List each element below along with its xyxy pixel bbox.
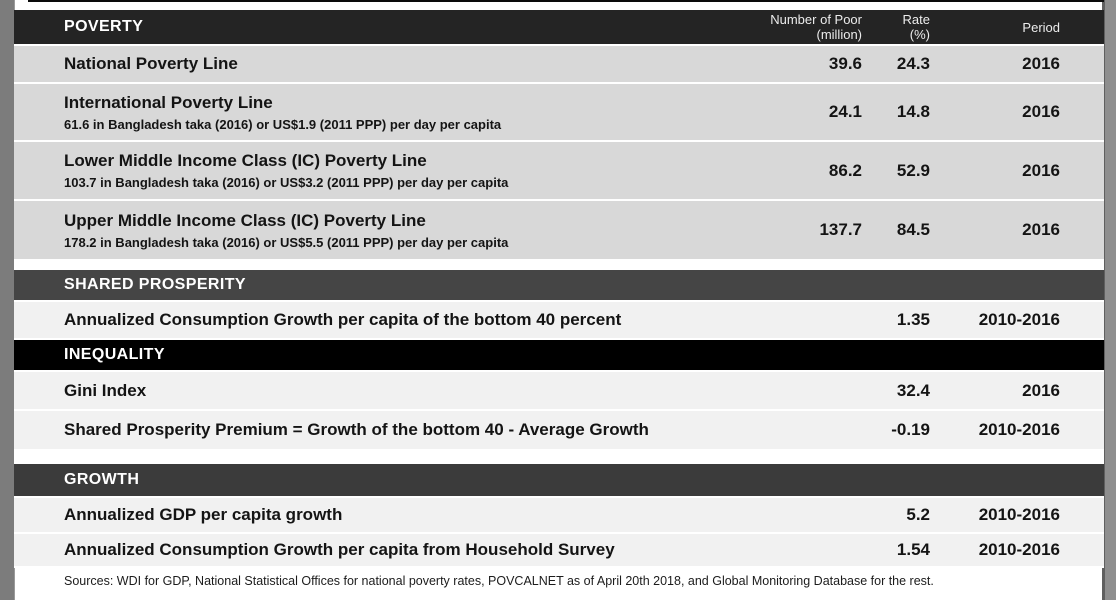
section-header-poverty: POVERTY Number of Poor (million) Rate (%… [14,10,1104,46]
row-label-cell: Lower Middle Income Class (IC) Poverty L… [14,151,732,190]
rate-value: 14.8 [896,102,930,121]
row-label: Shared Prosperity Premium = Growth of th… [64,420,649,439]
row-label-cell: National Poverty Line [14,54,732,74]
table-row-gini-index: Gini Index 32.4 2016 [14,372,1104,411]
rate-value: 84.5 [896,220,930,239]
row-label-cell: Annualized Consumption Growth per capita… [14,310,732,330]
poverty-statistics-table: POVERTY Number of Poor (million) Rate (%… [14,0,1104,588]
row-sublabel: 61.6 in Bangladesh taka (2016) or US$1.9… [64,116,502,132]
row-label: Annualized Consumption Growth per capita… [64,540,615,559]
table-row-shared-prosperity-premium: Shared Prosperity Premium = Growth of th… [14,411,1104,451]
row-label-cell: Annualized Consumption Growth per capita… [14,540,732,560]
section-header-inequality: INEQUALITY [14,340,1104,372]
row-label-cell: International Poverty Line 61.6 in Bangl… [14,93,732,132]
row-label: National Poverty Line [64,54,238,73]
section-gap [14,451,1104,464]
rate-value: 32.4 [896,380,930,400]
table-row-international-poverty-line: International Poverty Line 61.6 in Bangl… [14,84,1104,142]
table-row-lower-middle-ic-poverty-line: Lower Middle Income Class (IC) Poverty L… [14,142,1104,201]
period-value: 2016 [1022,220,1060,239]
row-label: Lower Middle Income Class (IC) Poverty L… [64,151,427,170]
section-title: GROWTH [64,471,140,488]
rate-value: 5.2 [906,505,930,524]
row-label: International Poverty Line [64,92,273,112]
period-value: 2010-2016 [978,540,1060,559]
page-gutter-right [1102,0,1116,600]
period-value: 2010-2016 [978,420,1060,439]
top-rule [28,0,1104,2]
table-row-household-survey-consumption-growth: Annualized Consumption Growth per capita… [14,534,1104,568]
period-value: 2016 [1022,160,1060,180]
rate-value: 24.3 [896,54,930,73]
column-header-rate-line1: Rate [902,12,930,27]
column-header-period: Period [1022,19,1060,35]
rate-value: 1.54 [896,540,930,559]
row-label-cell: Annualized GDP per capita growth [14,505,732,525]
row-label-cell: Upper Middle Income Class (IC) Poverty L… [14,211,732,250]
number-of-poor-value: 24.1 [828,102,862,121]
section-title: INEQUALITY [64,346,165,363]
period-value: 2016 [1022,380,1060,400]
column-header-number-of-poor: Number of Poor (million) [732,12,862,42]
rate-value: 1.35 [896,310,930,329]
sources-footnote: Sources: WDI for GDP, National Statistic… [64,574,934,588]
row-label: Gini Index [64,380,147,400]
column-header-number-line1: Number of Poor [770,12,862,27]
rate-value: 52.9 [896,160,930,180]
section-header-shared-prosperity: SHARED PROSPERITY [14,270,1104,302]
row-label: Annualized GDP per capita growth [64,505,343,524]
table-row-national-poverty-line: National Poverty Line 39.6 24.3 2016 [14,46,1104,84]
table-row-bottom-40-consumption-growth: Annualized Consumption Growth per capita… [14,302,1104,340]
row-sublabel: 178.2 in Bangladesh taka (2016) or US$5.… [64,234,509,250]
page-gutter-left [0,0,15,600]
column-header-rate-line2: (%) [909,27,930,42]
table-row-upper-middle-ic-poverty-line: Upper Middle Income Class (IC) Poverty L… [14,201,1104,261]
row-label: Upper Middle Income Class (IC) Poverty L… [64,210,426,230]
row-label-cell: Gini Index [14,381,732,401]
table-row-gdp-per-capita-growth: Annualized GDP per capita growth 5.2 201… [14,498,1104,534]
period-value: 2010-2016 [978,310,1060,329]
period-value: 2016 [1022,102,1060,121]
column-header-rate: Rate (%) [862,12,930,42]
section-title: POVERTY [64,18,144,35]
row-label-cell: Shared Prosperity Premium = Growth of th… [14,420,732,440]
number-of-poor-value: 137.7 [819,220,862,239]
row-sublabel: 103.7 in Bangladesh taka (2016) or US$3.… [64,175,509,190]
section-title: SHARED PROSPERITY [64,276,246,293]
row-label: Annualized Consumption Growth per capita… [64,310,622,329]
number-of-poor-value: 39.6 [828,54,862,73]
period-value: 2016 [1022,54,1060,73]
number-of-poor-value: 86.2 [828,160,862,180]
section-header-growth: GROWTH [14,464,1104,498]
column-header-number-line2: (million) [816,27,863,42]
section-gap [14,261,1104,270]
period-value: 2010-2016 [978,505,1060,524]
rate-value: -0.19 [891,420,930,439]
